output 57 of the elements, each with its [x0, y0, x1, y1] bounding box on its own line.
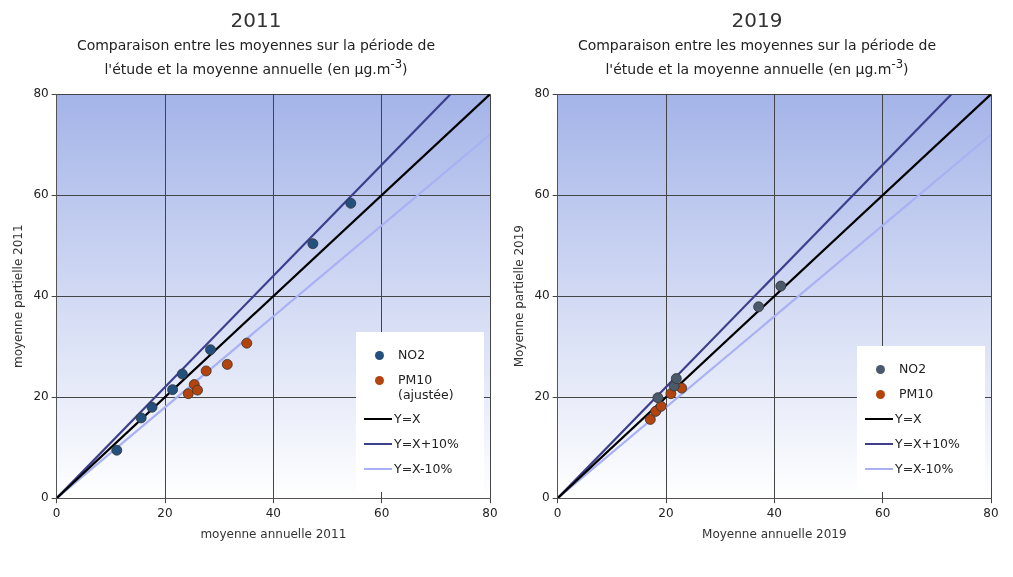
point: [644, 414, 656, 425]
y-tick-label: 40: [534, 288, 550, 303]
legend-label: NO2: [899, 361, 927, 377]
legend-label: Y=X+10%: [394, 436, 459, 452]
x-tick-label: 0: [553, 505, 562, 520]
point: [753, 301, 765, 313]
point: [241, 337, 253, 349]
point: [205, 344, 216, 356]
point: [775, 280, 787, 292]
point: [182, 388, 194, 400]
legend-label: Y=X-10%: [895, 461, 954, 477]
y-tick-label: 40: [33, 288, 49, 303]
chart-subtitle: Comparaison entre les moyennes sur la période de l'étude et la moyenne annuelle (en µg.m$^{-3}$): [75, 36, 437, 79]
point: [221, 358, 233, 370]
x-tick-label: 0: [52, 505, 61, 520]
point: [200, 365, 212, 377]
chart-subtitle: Comparaison entre les moyennes sur la période de l'étude et la moyenne annuelle (en µg.m$^{-3}$): [576, 36, 938, 79]
legend-label: PM10: [899, 386, 934, 402]
y-tick-label: 0: [542, 490, 550, 505]
legend-label: PM10 (ajustée): [398, 372, 455, 403]
legend-label: Y=X-10%: [394, 461, 453, 477]
legend-label: Y=X: [895, 411, 922, 427]
y-tick-label: 60: [33, 187, 49, 202]
point: [111, 444, 123, 456]
point: [655, 400, 667, 412]
point: [345, 197, 357, 209]
x-tick-label: 20: [658, 505, 674, 520]
y-tick-label: 20: [33, 389, 49, 404]
chart-title: 2019: [730, 8, 784, 34]
y-tick-label: 80: [534, 86, 550, 101]
x-axis-title: Moyenne annuelle 2019: [702, 526, 847, 541]
y-axis-title: moyenne partielle 2011: [11, 224, 26, 369]
point: [652, 392, 664, 404]
legend-label: Y=X: [394, 411, 421, 427]
x-tick-label: 80: [983, 505, 999, 520]
x-tick-label: 80: [482, 505, 498, 520]
point: [670, 373, 682, 384]
x-tick-label: 40: [766, 505, 782, 520]
x-axis-title: moyenne annuelle 2011: [200, 526, 347, 541]
y-tick-label: 20: [534, 389, 550, 404]
y-axis-title: Moyenne partielle 2019: [512, 225, 527, 368]
x-tick-label: 20: [157, 505, 173, 520]
x-tick-label: 60: [374, 505, 390, 520]
point: [176, 368, 188, 380]
y-tick-label: 80: [33, 86, 49, 101]
x-tick-label: 60: [875, 505, 891, 520]
legend-label: NO2: [398, 347, 426, 363]
point: [307, 238, 319, 250]
point: [135, 412, 147, 424]
y-tick-label: 60: [534, 187, 550, 202]
chart-title: 2011: [229, 8, 283, 34]
point: [167, 384, 178, 396]
y-tick-label: 0: [41, 490, 49, 505]
x-tick-label: 40: [265, 505, 281, 520]
point: [192, 384, 203, 396]
legend-label: Y=X+10%: [895, 436, 960, 452]
point: [146, 401, 158, 413]
